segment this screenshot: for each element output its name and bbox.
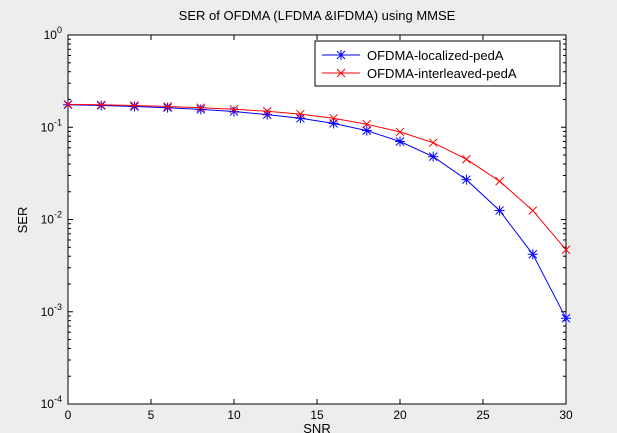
legend-entries: OFDMA-localized-pedA OFDMA-interleaved-pe…	[322, 48, 517, 81]
x-tick-label: 20	[393, 408, 407, 422]
series-2-point	[561, 245, 571, 255]
series-2-point	[96, 100, 106, 110]
legend-marker-2	[336, 68, 346, 78]
y-tick-label: 10-1	[41, 117, 62, 134]
series-1-point	[295, 113, 306, 124]
x-tick-label: 25	[476, 408, 490, 422]
series-2-point	[229, 104, 239, 114]
series-2-point	[362, 119, 372, 129]
series-1-point	[561, 313, 571, 324]
y-tick-base: 10	[41, 120, 55, 134]
series-2-point	[296, 109, 305, 119]
x-tick-label: 0	[65, 408, 72, 422]
series-2-point	[329, 113, 338, 123]
x-tick-label: 15	[310, 408, 324, 422]
series-1-point	[361, 125, 372, 136]
series-1-point	[461, 174, 472, 185]
series-2-point	[163, 102, 172, 111]
series-1-point	[328, 118, 339, 129]
series-2-point	[63, 100, 73, 109]
series-2-point	[395, 127, 405, 137]
plot-area	[67, 34, 567, 405]
series-2-point	[495, 176, 504, 186]
y-tick-exponent: 0	[57, 25, 62, 35]
series-line-1	[67, 104, 567, 319]
y-tick-label: 10-4	[41, 394, 62, 411]
legend-label-1: OFDMA-localized-pedA	[367, 48, 504, 63]
x-tick-label: 30	[559, 408, 573, 422]
y-tick-base: 10	[41, 397, 55, 411]
series-2-point	[262, 106, 272, 116]
y-tick-label: 10-2	[41, 210, 62, 227]
x-axis-ticks: 0 5 10 15 20 25 30	[65, 35, 573, 422]
legend-box	[314, 40, 561, 87]
x-axis-label: SNR	[303, 421, 330, 433]
series-2-point	[428, 138, 438, 148]
series-1-point	[162, 102, 173, 113]
series-1-point	[195, 104, 206, 115]
y-axis-label: SER	[15, 207, 30, 234]
series-2-point	[196, 103, 206, 113]
y-tick-base: 10	[44, 28, 58, 42]
series-1-point	[229, 106, 239, 117]
series-1-point	[494, 205, 505, 216]
legend-label-2: OFDMA-interleaved-pedA	[367, 66, 517, 81]
series-2-point	[130, 101, 139, 110]
legend: OFDMA-localized-pedA OFDMA-interleaved-pe…	[314, 40, 561, 87]
y-tick-exponent: -2	[54, 210, 62, 220]
y-tick-base: 10	[41, 213, 55, 227]
series-1-point	[527, 249, 538, 260]
series-line-2	[67, 103, 567, 251]
x-tick-label: 5	[148, 408, 155, 422]
series-2-point	[528, 206, 538, 215]
y-tick-label: 100	[44, 25, 62, 42]
series-1-point	[395, 136, 405, 147]
series-1-point	[428, 151, 439, 162]
series-2-point	[462, 154, 471, 164]
y-tick-exponent: -1	[54, 117, 62, 127]
legend-marker-1	[336, 50, 346, 60]
series-1-point	[129, 101, 140, 112]
y-tick-label: 10-3	[41, 302, 62, 319]
y-tick-exponent: -4	[54, 394, 62, 404]
series-layer	[63, 99, 571, 324]
y-tick-base: 10	[41, 305, 55, 319]
chart-title: SER of OFDMA (LFDMA &IFDMA) using MMSE	[179, 8, 456, 23]
x-tick-label: 10	[227, 408, 241, 422]
y-tick-exponent: -3	[54, 302, 62, 312]
